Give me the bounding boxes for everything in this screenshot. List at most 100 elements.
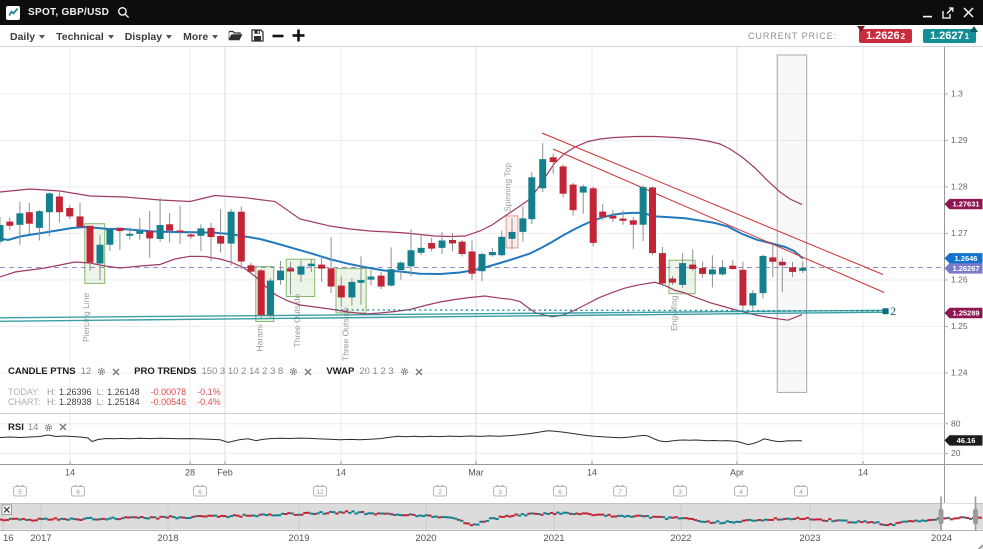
- chevron-down-icon: [39, 34, 46, 39]
- candle-body: [589, 188, 597, 243]
- chevron-down-icon: [212, 34, 219, 39]
- navigator-selected-range[interactable]: [941, 503, 976, 530]
- stats-change-pct: -0.1%: [197, 387, 221, 397]
- rsi-line: [0, 430, 803, 446]
- save-icon[interactable]: [251, 29, 264, 42]
- x-axis-label: Apr: [730, 468, 744, 478]
- calendar-count: 4: [739, 489, 743, 496]
- candle-body: [569, 184, 577, 211]
- candle-body: [227, 211, 235, 244]
- candle-body: [45, 193, 53, 213]
- calendar-icon[interactable]: [13, 486, 27, 497]
- symbol-title: SPOT, GBP/USD: [28, 7, 110, 18]
- ask-price-pip: 1: [964, 31, 970, 41]
- candle-body: [629, 220, 637, 225]
- candle-body: [337, 285, 345, 298]
- gear-icon[interactable]: [97, 367, 106, 376]
- trend-line[interactable]: [541, 132, 884, 275]
- pattern-label: Engulfing: [669, 295, 679, 331]
- candle-body: [739, 269, 747, 306]
- stats-low-value: 1.26148: [107, 387, 140, 397]
- menu-technical[interactable]: Technical: [56, 31, 114, 43]
- navigator-right-handle-grip[interactable]: [973, 508, 978, 525]
- calendar-icon[interactable]: [313, 486, 327, 497]
- candle-body: [377, 275, 385, 287]
- calendar-count: 7: [618, 489, 622, 496]
- open-folder-icon[interactable]: [228, 29, 243, 42]
- navigator-left-handle-grip[interactable]: [938, 508, 944, 525]
- bid-price-value: 1.2626: [865, 29, 900, 42]
- close-icon[interactable]: [112, 367, 120, 376]
- zoom-in-icon[interactable]: [292, 29, 305, 42]
- candle-body: [528, 177, 536, 220]
- ask-price-badge: 1.2627 1: [923, 25, 978, 43]
- calendar-icon[interactable]: [673, 486, 687, 497]
- menu-more[interactable]: More: [183, 31, 219, 43]
- candle-body: [789, 267, 796, 272]
- calendar-icon[interactable]: [493, 486, 507, 497]
- candle-body: [649, 187, 656, 254]
- minimize-icon[interactable]: [923, 8, 933, 18]
- study-name: VWAP: [326, 366, 355, 377]
- channel-end-marker[interactable]: [882, 308, 889, 315]
- close-icon[interactable]: [304, 367, 312, 376]
- candle-body: [387, 269, 395, 286]
- chevron-down-icon: [107, 34, 114, 39]
- candle-body: [539, 159, 547, 189]
- stats-label: TODAY:: [8, 387, 41, 397]
- rsi-study-params: 14: [27, 421, 39, 433]
- rsi-axis-label: 20: [951, 448, 961, 458]
- rsi-axis-label: 80: [951, 419, 961, 429]
- calendar-icon[interactable]: [734, 486, 748, 497]
- window-resize-grip[interactable]: [973, 539, 983, 549]
- calendar-icon[interactable]: [193, 486, 207, 497]
- close-icon[interactable]: [963, 7, 974, 18]
- study-legend-pro-trends: PRO TRENDS 150 3 10 2 14 2 3 8: [134, 366, 312, 377]
- candle-body: [609, 215, 617, 219]
- calendar-icon[interactable]: [794, 486, 808, 497]
- close-icon[interactable]: [59, 423, 67, 431]
- stats-high-value: 1.28938: [59, 397, 92, 407]
- candle-body: [599, 211, 607, 218]
- navigator-year-label: 2022: [670, 533, 691, 544]
- candle-body: [749, 293, 757, 306]
- menu-display[interactable]: Display: [125, 31, 173, 43]
- close-icon[interactable]: [415, 367, 423, 376]
- candle-body: [699, 267, 707, 274]
- popout-icon[interactable]: [942, 6, 954, 19]
- up-arrow-icon: [970, 25, 978, 32]
- x-axis-label: 14: [65, 468, 75, 478]
- candle-body: [197, 228, 205, 236]
- stats-change: -0.00078: [150, 387, 187, 397]
- candle-body: [799, 268, 807, 271]
- candle-body: [708, 269, 716, 275]
- gear-icon[interactable]: [289, 367, 298, 376]
- gear-icon[interactable]: [400, 367, 409, 376]
- candle-body: [327, 268, 335, 287]
- stats-low-value: 1.25184: [107, 397, 140, 407]
- zoom-out-icon[interactable]: [272, 30, 284, 42]
- candle-body: [397, 262, 405, 271]
- stats-low-label: L:: [96, 387, 105, 397]
- gear-icon[interactable]: [44, 423, 53, 432]
- candle-body: [257, 270, 265, 316]
- calendar-icon[interactable]: [71, 486, 85, 497]
- candle-body: [769, 257, 777, 262]
- trend-line[interactable]: [552, 148, 885, 293]
- stats-change-pct: -0.4%: [197, 397, 221, 407]
- stats-high-value: 1.26396: [59, 387, 92, 397]
- x-axis-label: 14: [858, 468, 868, 478]
- navigator-close-icon[interactable]: [3, 506, 10, 513]
- calendar-icon[interactable]: [433, 486, 447, 497]
- study-name: PRO TRENDS: [134, 366, 197, 377]
- axis-badge: [944, 263, 983, 274]
- menu-daily[interactable]: Daily: [10, 31, 46, 43]
- calendar-icon[interactable]: [553, 486, 567, 497]
- navigator-year-label: 2020: [415, 533, 436, 544]
- search-icon[interactable]: [117, 6, 130, 19]
- zoom-selection-box[interactable]: [776, 54, 808, 393]
- axis-badge-value: 1.25289: [952, 309, 979, 318]
- candle-body: [519, 218, 527, 232]
- calendar-icon[interactable]: [613, 486, 627, 497]
